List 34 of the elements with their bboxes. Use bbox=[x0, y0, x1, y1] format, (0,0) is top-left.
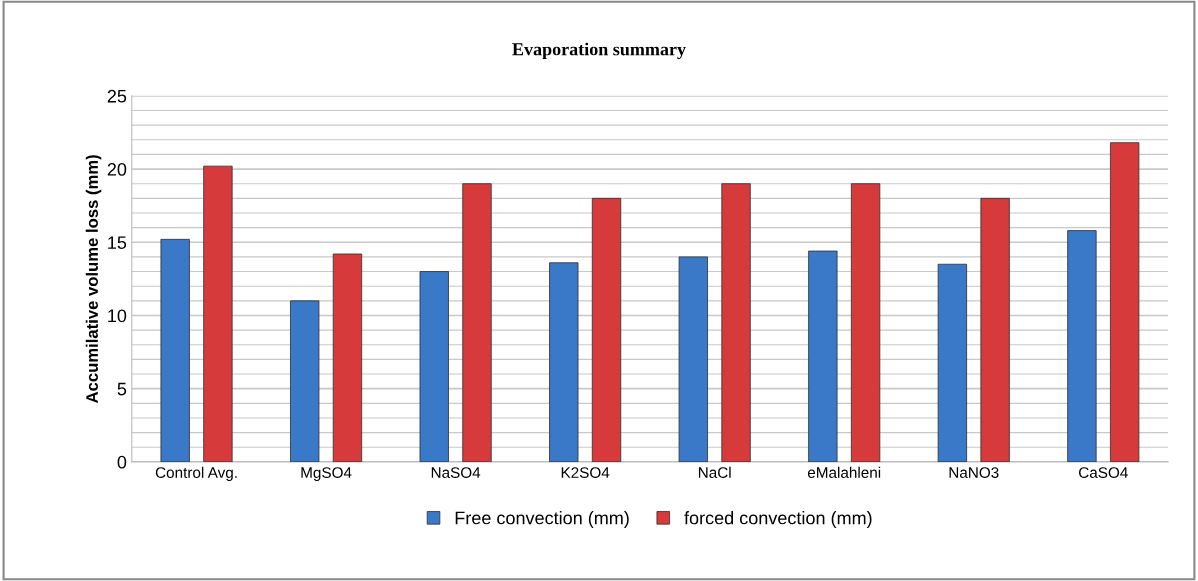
bar bbox=[721, 183, 751, 462]
y-tick-label: 20 bbox=[107, 163, 127, 176]
legend-label: forced convection (mm) bbox=[684, 511, 872, 528]
bar bbox=[591, 197, 622, 462]
x-tick-label: NaSO4 bbox=[431, 467, 481, 478]
bar bbox=[549, 262, 579, 462]
x-tick-label: K2SO4 bbox=[561, 467, 610, 478]
y-tick-label: 0 bbox=[117, 455, 127, 469]
bar bbox=[850, 183, 881, 462]
bar bbox=[290, 300, 320, 462]
bar bbox=[419, 271, 449, 462]
bar bbox=[160, 238, 190, 462]
bar bbox=[462, 183, 492, 462]
x-tick-label: Control Avg. bbox=[155, 466, 237, 481]
x-tick-label: CaSO4 bbox=[1079, 467, 1128, 478]
y-axis-title: Accumilative volume loss (mm) bbox=[85, 155, 102, 404]
bar bbox=[1109, 142, 1140, 462]
bar bbox=[203, 165, 233, 462]
bar bbox=[678, 256, 708, 462]
bar bbox=[937, 263, 968, 462]
bar bbox=[332, 253, 363, 462]
x-tick-label: eMalahleni bbox=[807, 466, 881, 478]
bar bbox=[980, 197, 1010, 462]
chart-title: Evaporation summary bbox=[512, 42, 686, 60]
y-tick-label: 5 bbox=[117, 382, 127, 396]
y-tick-label: 15 bbox=[108, 236, 127, 249]
y-tick-label: 10 bbox=[108, 309, 127, 323]
bar bbox=[808, 250, 838, 462]
x-tick-label: NaNO3 bbox=[949, 467, 999, 478]
bar bbox=[1067, 230, 1097, 462]
y-tick-label: 25 bbox=[107, 89, 127, 103]
x-tick-label: MgSO4 bbox=[301, 467, 352, 481]
x-tick-label: NaCl bbox=[698, 466, 731, 478]
legend-label: Free convection (mm) bbox=[455, 511, 629, 528]
